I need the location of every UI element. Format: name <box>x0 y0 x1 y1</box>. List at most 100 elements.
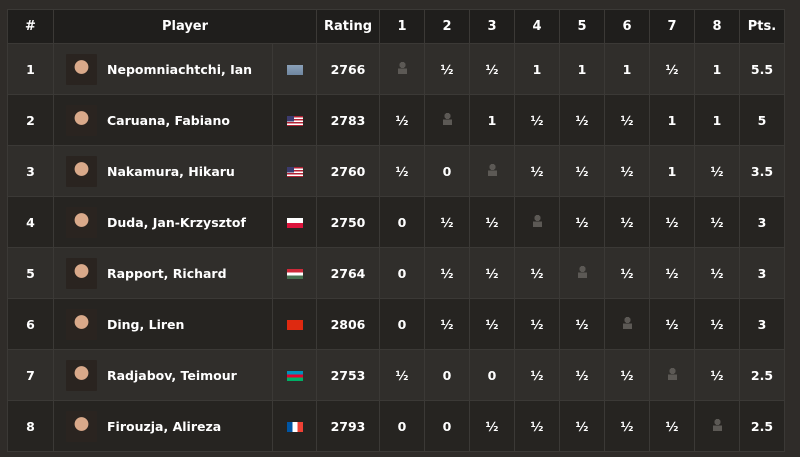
game-result[interactable]: 0 <box>424 349 470 401</box>
game-result[interactable]: ½ <box>424 43 470 95</box>
game-result[interactable]: ½ <box>514 247 560 299</box>
game-result[interactable]: ½ <box>694 349 740 401</box>
rank: 2 <box>7 94 54 146</box>
header-round-5: 5 <box>559 9 605 44</box>
game-result[interactable]: ½ <box>604 247 650 299</box>
player-name[interactable]: Firouzja, Alireza <box>107 418 222 434</box>
self-cell <box>649 349 695 401</box>
player-name[interactable]: Rapport, Richard <box>107 265 227 281</box>
game-result[interactable]: ½ <box>694 247 740 299</box>
game-result[interactable]: ½ <box>559 196 605 248</box>
game-result[interactable]: 1 <box>649 94 695 146</box>
game-result[interactable]: 0 <box>379 196 425 248</box>
game-result[interactable]: ½ <box>514 145 560 197</box>
player-row[interactable]: 8 Firouzja, Alireza 2793 0 0 ½ ½ ½ ½ ½ 2.5 <box>7 400 785 452</box>
self-cell <box>469 145 515 197</box>
self-cell <box>604 298 650 350</box>
rank: 8 <box>7 400 54 452</box>
game-result[interactable]: ½ <box>694 145 740 197</box>
player-cell[interactable]: Ding, Liren <box>53 298 273 350</box>
game-result[interactable]: ½ <box>469 298 515 350</box>
player-row[interactable]: 3 Nakamura, Hikaru 2760 ½ 0 ½ ½ ½ 1 ½ 3.5 <box>7 145 785 197</box>
game-result[interactable]: ½ <box>424 247 470 299</box>
game-result[interactable]: ½ <box>379 94 425 146</box>
player-row[interactable]: 6 Ding, Liren 2806 0 ½ ½ ½ ½ ½ ½ 3 <box>7 298 785 350</box>
game-result[interactable]: ½ <box>649 247 695 299</box>
player-row[interactable]: 1 Nepomniachtchi, Ian 2766 ½ ½ 1 1 1 ½ 1 5.5 <box>7 43 785 95</box>
player-row[interactable]: 2 Caruana, Fabiano 2783 ½ 1 ½ ½ ½ 1 1 5 <box>7 94 785 146</box>
player-avatar <box>66 206 97 238</box>
game-result[interactable]: ½ <box>559 298 605 350</box>
player-row[interactable]: 5 Rapport, Richard 2764 0 ½ ½ ½ ½ ½ ½ 3 <box>7 247 785 299</box>
game-result[interactable]: 0 <box>424 145 470 197</box>
game-result[interactable]: ½ <box>424 298 470 350</box>
standings-table: # Player Rating 1 2 3 4 5 6 7 8 Pts. 1 Nepomniac… <box>7 9 785 452</box>
game-result[interactable]: ½ <box>514 349 560 401</box>
points: 5.5 <box>739 43 785 95</box>
game-result[interactable]: ½ <box>424 196 470 248</box>
player-cell[interactable]: Nepomniachtchi, Ian <box>53 43 273 95</box>
game-result[interactable]: 1 <box>514 43 560 95</box>
game-result[interactable]: 1 <box>649 145 695 197</box>
game-result[interactable]: 0 <box>469 349 515 401</box>
header-points: Pts. <box>739 9 785 44</box>
game-result[interactable]: ½ <box>604 145 650 197</box>
game-result[interactable]: 0 <box>379 298 425 350</box>
usa-flag-icon <box>286 116 303 126</box>
game-result[interactable]: ½ <box>694 196 740 248</box>
game-result[interactable]: ½ <box>469 247 515 299</box>
player-cell[interactable]: Firouzja, Alireza <box>53 400 273 452</box>
flag-cell <box>272 400 317 452</box>
game-result[interactable]: 1 <box>604 43 650 95</box>
game-result[interactable]: 0 <box>379 400 425 452</box>
player-name[interactable]: Radjabov, Teimour <box>107 367 237 383</box>
game-result[interactable]: ½ <box>559 145 605 197</box>
game-result[interactable]: ½ <box>514 94 560 146</box>
game-result[interactable]: 0 <box>424 400 470 452</box>
header-round-4: 4 <box>514 9 560 44</box>
player-name[interactable]: Ding, Liren <box>107 316 185 332</box>
player-cell[interactable]: Radjabov, Teimour <box>53 349 273 401</box>
player-cell[interactable]: Rapport, Richard <box>53 247 273 299</box>
player-name[interactable]: Caruana, Fabiano <box>107 112 230 128</box>
rating: 2750 <box>316 196 380 248</box>
game-result[interactable]: 1 <box>559 43 605 95</box>
rating: 2764 <box>316 247 380 299</box>
game-result[interactable]: ½ <box>604 400 650 452</box>
player-row[interactable]: 7 Radjabov, Teimour 2753 ½ 0 0 ½ ½ ½ ½ 2.5 <box>7 349 785 401</box>
game-result[interactable]: ½ <box>649 298 695 350</box>
game-result[interactable]: ½ <box>649 196 695 248</box>
game-result[interactable]: ½ <box>604 349 650 401</box>
player-cell[interactable]: Duda, Jan-Krzysztof <box>53 196 273 248</box>
game-result[interactable]: 0 <box>379 247 425 299</box>
player-row[interactable]: 4 Duda, Jan-Krzysztof 2750 0 ½ ½ ½ ½ ½ ½ 3 <box>7 196 785 248</box>
game-result[interactable]: ½ <box>514 298 560 350</box>
rank: 3 <box>7 145 54 197</box>
player-name[interactable]: Duda, Jan-Krzysztof <box>107 214 246 230</box>
game-result[interactable]: ½ <box>604 196 650 248</box>
game-result[interactable]: ½ <box>469 43 515 95</box>
player-cell[interactable]: Nakamura, Hikaru <box>53 145 273 197</box>
player-cell[interactable]: Caruana, Fabiano <box>53 94 273 146</box>
player-name[interactable]: Nepomniachtchi, Ian <box>107 61 253 77</box>
rank: 4 <box>7 196 54 248</box>
game-result[interactable]: ½ <box>694 298 740 350</box>
game-result[interactable]: ½ <box>559 349 605 401</box>
game-result[interactable]: ½ <box>379 145 425 197</box>
game-result[interactable]: ½ <box>649 400 695 452</box>
game-result[interactable]: ½ <box>469 196 515 248</box>
player-name[interactable]: Nakamura, Hikaru <box>107 163 235 179</box>
game-result[interactable]: ½ <box>604 94 650 146</box>
game-result[interactable]: ½ <box>469 400 515 452</box>
game-result[interactable]: 1 <box>694 43 740 95</box>
player-silhouette-icon <box>487 163 497 176</box>
game-result[interactable]: ½ <box>559 400 605 452</box>
points: 5 <box>739 94 785 146</box>
flag-cell <box>272 349 317 401</box>
game-result[interactable]: 1 <box>469 94 515 146</box>
game-result[interactable]: ½ <box>649 43 695 95</box>
game-result[interactable]: ½ <box>559 94 605 146</box>
game-result[interactable]: ½ <box>514 400 560 452</box>
game-result[interactable]: ½ <box>379 349 425 401</box>
game-result[interactable]: 1 <box>694 94 740 146</box>
